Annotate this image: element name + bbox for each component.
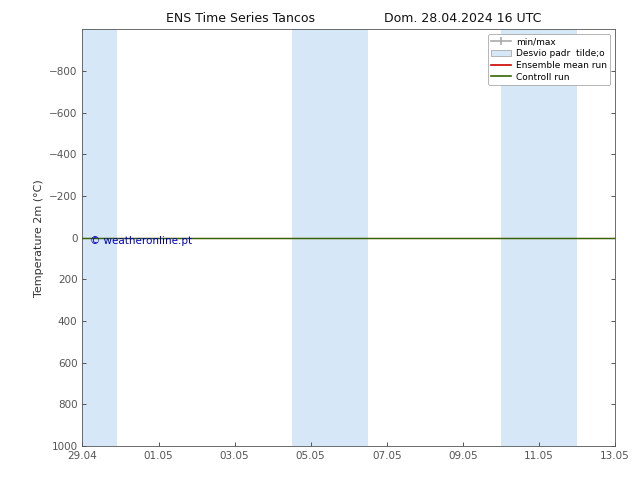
Text: © weatheronline.pt: © weatheronline.pt xyxy=(91,236,193,245)
Bar xyxy=(292,29,368,446)
Bar xyxy=(82,29,117,446)
Text: ENS Time Series Tancos: ENS Time Series Tancos xyxy=(166,12,316,25)
Legend: min/max, Desvio padr  tilde;o, Ensemble mean run, Controll run: min/max, Desvio padr tilde;o, Ensemble m… xyxy=(488,34,611,85)
Bar xyxy=(501,29,577,446)
Y-axis label: Temperature 2m (°C): Temperature 2m (°C) xyxy=(34,179,44,296)
Text: Dom. 28.04.2024 16 UTC: Dom. 28.04.2024 16 UTC xyxy=(384,12,541,25)
